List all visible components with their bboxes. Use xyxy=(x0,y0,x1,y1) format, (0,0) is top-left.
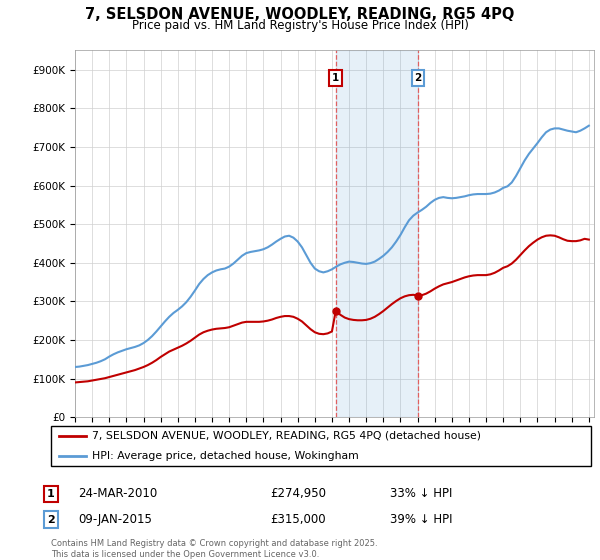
Text: 1: 1 xyxy=(332,73,340,83)
Text: 7, SELSDON AVENUE, WOODLEY, READING, RG5 4PQ: 7, SELSDON AVENUE, WOODLEY, READING, RG5… xyxy=(85,7,515,22)
Text: £315,000: £315,000 xyxy=(270,513,326,526)
Text: Price paid vs. HM Land Registry's House Price Index (HPI): Price paid vs. HM Land Registry's House … xyxy=(131,19,469,32)
Text: 2: 2 xyxy=(415,73,422,83)
Text: 2: 2 xyxy=(47,515,55,525)
Text: 33% ↓ HPI: 33% ↓ HPI xyxy=(390,487,452,501)
Text: 09-JAN-2015: 09-JAN-2015 xyxy=(78,513,152,526)
Text: 7, SELSDON AVENUE, WOODLEY, READING, RG5 4PQ (detached house): 7, SELSDON AVENUE, WOODLEY, READING, RG5… xyxy=(91,431,481,441)
Text: HPI: Average price, detached house, Wokingham: HPI: Average price, detached house, Woki… xyxy=(91,451,358,461)
Text: 24-MAR-2010: 24-MAR-2010 xyxy=(78,487,157,501)
Text: Contains HM Land Registry data © Crown copyright and database right 2025.
This d: Contains HM Land Registry data © Crown c… xyxy=(51,539,377,559)
Text: £274,950: £274,950 xyxy=(270,487,326,501)
Text: 1: 1 xyxy=(47,489,55,499)
Text: 39% ↓ HPI: 39% ↓ HPI xyxy=(390,513,452,526)
Bar xyxy=(335,50,418,417)
